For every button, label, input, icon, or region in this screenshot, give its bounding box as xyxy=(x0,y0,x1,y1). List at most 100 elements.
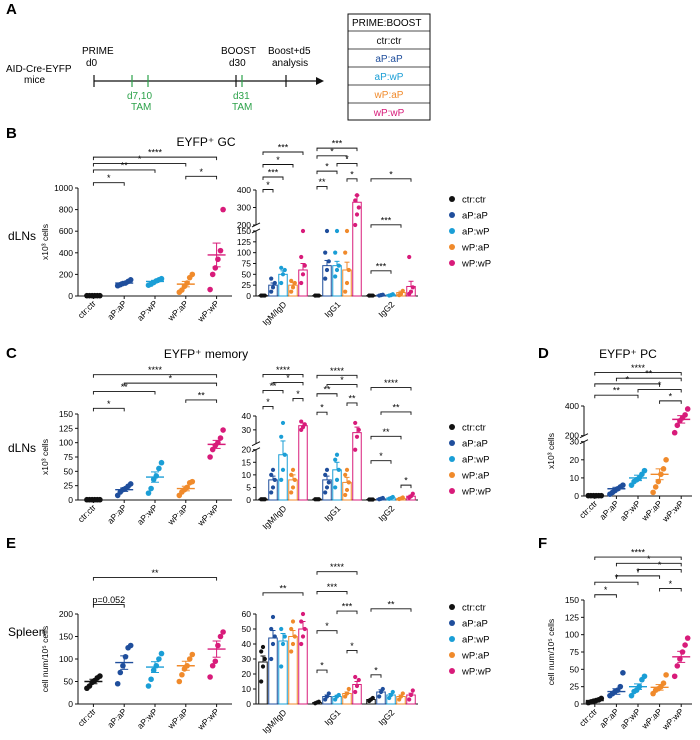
significance-label: ** xyxy=(382,427,390,437)
data-point xyxy=(186,656,193,662)
x-tick-label: wP:aP xyxy=(165,706,190,731)
data-point xyxy=(280,420,286,426)
data-point xyxy=(290,641,296,647)
significance-label: *** xyxy=(332,139,343,149)
significance-label: ** xyxy=(121,160,129,170)
legend-dot xyxy=(449,424,455,430)
significance-label: * xyxy=(389,169,393,179)
legend-top: ctr:ctr aP:aP aP:wP wP:aP wP:wP xyxy=(449,195,491,270)
y-tick-label: 0 xyxy=(246,495,251,505)
bar xyxy=(352,432,362,501)
significance-bracket xyxy=(637,569,682,573)
legend-dot xyxy=(449,244,455,250)
data-point xyxy=(282,634,287,639)
y-tick-label: 75 xyxy=(64,452,74,462)
data-point xyxy=(652,484,659,490)
significance-bracket xyxy=(370,224,402,228)
title-gc: EYFP⁺ GC xyxy=(176,135,235,149)
bar xyxy=(298,425,308,501)
y-tick-label: 400 xyxy=(59,248,73,258)
significance-bracket xyxy=(316,411,328,416)
data-point xyxy=(158,459,165,466)
d30-label: d30 xyxy=(229,58,246,69)
y-tick-label: 100 xyxy=(565,630,579,640)
data-point xyxy=(333,485,338,490)
bar xyxy=(268,637,278,705)
y-tick-label: 30 xyxy=(242,425,252,435)
y-axis-title: x10³ cells xyxy=(40,224,50,260)
significance-bracket xyxy=(262,164,294,168)
significance-label: * xyxy=(320,403,324,413)
significance-bracket xyxy=(262,405,274,410)
chart-B-left: 0 200 400 600 800 1000 x10³ cells ctr:ctr aP:aP a… xyxy=(40,148,232,324)
y-tick-label: 20 xyxy=(570,455,580,465)
data-point xyxy=(353,447,358,452)
data-point xyxy=(292,280,297,286)
significance-label: ** xyxy=(323,384,331,394)
significance-bracket xyxy=(336,610,358,615)
mice-label-line1: AID-Cre-EYFP xyxy=(6,64,72,75)
table-row-aP-aP: aP:aP xyxy=(375,54,403,65)
data-point xyxy=(212,658,219,665)
table-row-wP-aP: wP:aP xyxy=(374,90,404,101)
legend-label: ctr:ctr xyxy=(462,603,486,614)
data-point xyxy=(148,485,154,492)
x-tick-label: aP:aP xyxy=(597,498,621,522)
data-point xyxy=(390,494,395,500)
legend-label: wP:wP xyxy=(461,667,491,678)
x-tick-label: IgG1 xyxy=(322,503,342,523)
boost-label: BOOST xyxy=(221,46,256,57)
data-point xyxy=(156,656,162,662)
data-point xyxy=(671,429,678,436)
data-point xyxy=(189,271,196,278)
legend-label: aP:aP xyxy=(462,211,488,222)
x-tick-label: wP:aP xyxy=(639,498,664,523)
significance-bracket xyxy=(380,411,412,415)
significance-label: *** xyxy=(342,602,353,612)
data-point xyxy=(323,472,328,477)
data-point xyxy=(290,619,296,624)
significance-bracket xyxy=(400,484,412,489)
data-point xyxy=(289,649,294,654)
significance-bracket xyxy=(262,592,304,596)
significance-bracket xyxy=(185,399,218,403)
significance-bracket xyxy=(316,170,338,175)
data-point xyxy=(280,641,286,647)
y-tick-label: 125 xyxy=(237,237,251,247)
y-tick-label: 150 xyxy=(59,409,73,419)
panel-label-c: C xyxy=(6,345,17,362)
data-point xyxy=(334,452,340,457)
y-tick-label: 25 xyxy=(570,682,580,692)
x-tick-label: aP:wP xyxy=(135,706,160,731)
data-point xyxy=(346,686,351,692)
data-point xyxy=(153,473,160,479)
significance-bracket xyxy=(594,556,682,561)
significance-bracket xyxy=(659,588,682,592)
significance-bracket xyxy=(594,383,661,387)
significance-label: * xyxy=(374,665,378,675)
significance-label: * xyxy=(379,451,383,461)
significance-label: ** xyxy=(151,568,159,578)
data-point xyxy=(333,250,338,255)
significance-bracket xyxy=(92,604,125,608)
significance-bracket xyxy=(316,630,338,634)
chart-F: 0 25 50 75 100 125 150 cell num/10⁵ cells ctr:ct… xyxy=(546,548,692,732)
data-point xyxy=(279,265,284,270)
data-point xyxy=(336,692,341,698)
significance-label: **** xyxy=(330,562,345,572)
data-point xyxy=(336,263,341,268)
data-point xyxy=(400,495,405,500)
timeline-arrowhead xyxy=(316,77,324,85)
data-point xyxy=(316,497,321,502)
legend-label: aP:aP xyxy=(462,619,488,630)
panel-label-d: D xyxy=(538,345,549,362)
data-point xyxy=(122,653,129,660)
y-tick-label: 200 xyxy=(59,609,73,619)
data-point xyxy=(326,259,331,264)
y-tick-label: 10 xyxy=(242,470,252,480)
data-point xyxy=(344,691,350,696)
data-point xyxy=(344,228,350,234)
data-point xyxy=(334,228,340,234)
significance-bracket xyxy=(346,649,358,654)
